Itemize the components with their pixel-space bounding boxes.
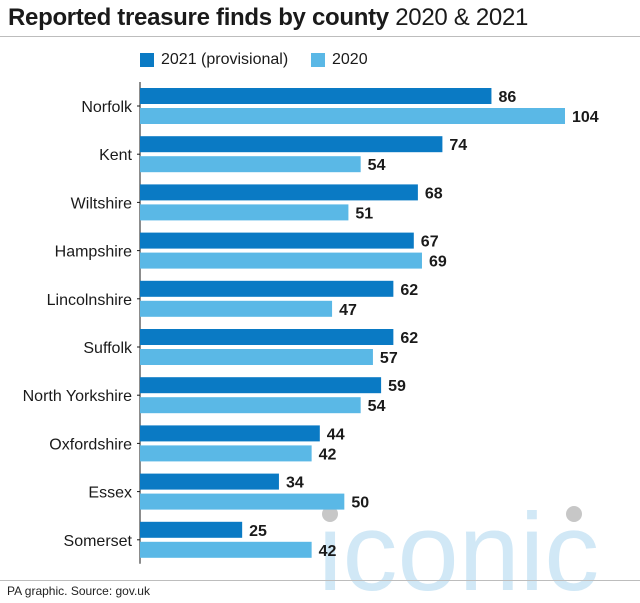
bar	[140, 377, 382, 394]
bar	[140, 349, 373, 365]
bar	[140, 108, 565, 124]
legend-swatch-2020	[311, 53, 325, 67]
category-label: Lincolnshire	[47, 292, 132, 309]
bar	[140, 445, 312, 462]
data-label: 74	[449, 137, 467, 154]
data-label: 69	[429, 254, 447, 271]
data-label: 62	[400, 330, 418, 347]
bar	[140, 521, 243, 538]
legend-label-2020: 2020	[332, 51, 368, 68]
bar	[140, 300, 333, 317]
bar	[140, 156, 361, 173]
watermark-text: iconic	[318, 491, 599, 603]
watermark-logo: iconic	[318, 491, 599, 603]
chart-title: Reported treasure finds by county 2020 &…	[8, 4, 528, 32]
bar	[140, 136, 443, 153]
category-label: Suffolk	[83, 340, 133, 357]
bar	[140, 232, 414, 249]
data-label: 67	[421, 234, 439, 251]
title-divider	[0, 36, 640, 37]
footer-divider	[0, 580, 640, 581]
data-label: 86	[498, 89, 516, 106]
bar	[140, 397, 361, 414]
category-label: Norfolk	[81, 99, 133, 116]
data-label: 42	[319, 543, 337, 560]
data-label: 59	[388, 378, 406, 395]
category-label: Hampshire	[55, 244, 132, 261]
data-label: 54	[368, 398, 386, 415]
data-label: 57	[380, 350, 398, 367]
category-axis: Norfolk Kent Wiltshire Hampshire Lincolnshir…	[23, 82, 141, 564]
bar	[140, 204, 349, 221]
bar	[140, 88, 492, 104]
data-label: 62	[400, 282, 418, 299]
legend-item-2021: 2021 (provisional)	[140, 51, 288, 69]
bar	[140, 252, 422, 269]
chart-title-years: 2020 & 2021	[395, 4, 529, 31]
category-label: Somerset	[64, 533, 133, 550]
bar	[140, 473, 279, 490]
bar	[140, 184, 418, 201]
category-label: North Yorkshire	[23, 388, 132, 405]
bar	[140, 425, 320, 442]
data-label: 68	[425, 185, 443, 202]
watermark-dot	[566, 506, 582, 522]
bars	[140, 88, 565, 558]
bar	[140, 329, 394, 345]
watermark-dot	[322, 506, 338, 522]
data-label: 44	[327, 426, 345, 443]
bar	[140, 493, 345, 510]
legend-label-2021: 2021 (provisional)	[161, 51, 289, 68]
chart-title-main: Reported treasure finds by county	[8, 4, 389, 31]
data-labels: 8610474546851676962476257595444423450254…	[249, 89, 599, 560]
data-label: 34	[286, 475, 304, 492]
category-label: Oxfordshire	[49, 436, 132, 453]
category-label: Kent	[99, 147, 132, 164]
data-label: 104	[572, 109, 599, 126]
data-label: 47	[339, 302, 357, 319]
data-label: 25	[249, 523, 267, 540]
bar	[140, 280, 394, 297]
data-label: 42	[319, 446, 337, 463]
data-label: 50	[351, 495, 369, 512]
data-label: 54	[368, 157, 386, 174]
bar	[140, 541, 312, 558]
category-label: Wiltshire	[71, 195, 132, 212]
legend-swatch-2021	[140, 53, 154, 67]
legend-item-2020: 2020	[311, 51, 368, 69]
data-label: 51	[355, 205, 373, 222]
category-label: Essex	[88, 485, 132, 502]
source-note: PA graphic. Source: gov.uk	[7, 584, 150, 598]
